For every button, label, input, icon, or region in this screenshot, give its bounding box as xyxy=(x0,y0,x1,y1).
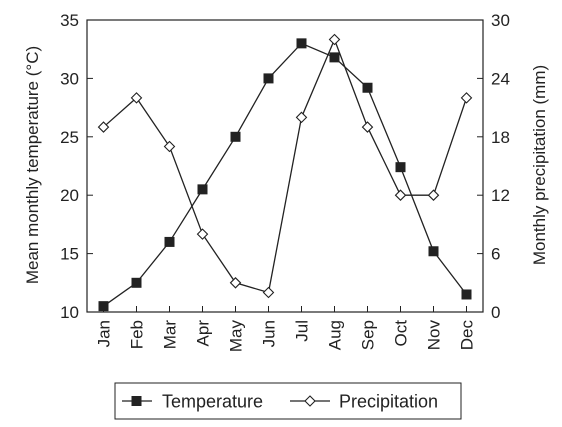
precipitation-point-3 xyxy=(196,228,209,240)
legend-box xyxy=(114,382,462,420)
temperature-point-3 xyxy=(197,184,208,195)
x-tick-label-0: Jan xyxy=(95,320,114,347)
precipitation-point-0 xyxy=(97,121,110,133)
x-tick-label-5: Jun xyxy=(260,320,279,347)
y-left-tick-label-1: 15 xyxy=(60,245,79,264)
y-right-tick-label-1: 6 xyxy=(491,245,500,264)
temperature-point-10 xyxy=(428,246,439,257)
x-tick-label-6: Jul xyxy=(293,320,312,342)
legend-temperature-marker xyxy=(131,396,142,406)
y-left-tick-label-5: 35 xyxy=(60,11,79,30)
temperature-point-4 xyxy=(230,131,241,142)
temperature-point-9 xyxy=(395,162,406,173)
precipitation-point-10 xyxy=(427,189,440,201)
y-right-tick-label-5: 30 xyxy=(491,11,510,30)
x-tick-label-10: Nov xyxy=(425,320,444,351)
legend-temperature-label: Temperature xyxy=(162,392,263,412)
series-line-temperature xyxy=(103,42,468,307)
series-line-precipitation xyxy=(103,37,468,294)
x-tick-label-2: Mar xyxy=(161,320,180,350)
x-tick-label-8: Sep xyxy=(359,320,378,350)
plot-frame xyxy=(86,19,484,313)
x-tick-label-9: Oct xyxy=(392,320,411,347)
y-right-tick-label-4: 24 xyxy=(491,69,510,88)
y-left-tick-label-3: 25 xyxy=(60,128,79,147)
precipitation-point-2 xyxy=(163,140,176,153)
precipitation-point-8 xyxy=(361,121,374,133)
plot-area: 10 15 20 25 30 35 0 6 12 18 24 30 Jan Feb Mar Apr May Jun… xyxy=(60,11,510,352)
legend: Temperature Precipitation xyxy=(114,382,462,420)
temperature-point-8 xyxy=(362,82,373,93)
precipitation-point-1 xyxy=(130,92,143,104)
x-tick-label-3: Apr xyxy=(194,320,213,347)
temperature-point-6 xyxy=(296,38,307,49)
temperature-point-7 xyxy=(329,52,340,63)
precipitation-point-9 xyxy=(394,189,407,201)
x-tick-label-1: Feb xyxy=(128,320,147,349)
y-right-tick-label-0: 0 xyxy=(491,303,500,322)
y-left-tick-label-2: 20 xyxy=(60,186,79,205)
precipitation-point-5 xyxy=(262,286,275,299)
y-left-tick-label-4: 30 xyxy=(60,69,79,88)
temperature-point-1 xyxy=(131,277,142,288)
y-left-tick-label-0: 10 xyxy=(60,303,79,322)
y-right-tick-label-2: 12 xyxy=(491,186,510,205)
temperature-point-11 xyxy=(461,289,472,300)
precipitation-point-4 xyxy=(229,277,242,289)
temperature-point-0 xyxy=(98,301,109,312)
y-axis-title-left: Mean monthly temperature (°C) xyxy=(23,46,42,284)
precipitation-point-6 xyxy=(295,111,308,124)
precipitation-point-11 xyxy=(460,92,473,104)
y-right-tick-label-3: 18 xyxy=(491,128,510,147)
precipitation-point-7 xyxy=(328,33,341,46)
legend-precipitation-label: Precipitation xyxy=(339,392,438,412)
legend-precipitation-marker xyxy=(304,395,316,407)
y-axis-title-right: Monthly precipitation (mm) xyxy=(530,65,549,265)
temperature-point-5 xyxy=(263,73,274,84)
x-tick-label-4: May xyxy=(227,320,246,353)
x-tick-label-7: Aug xyxy=(326,320,345,350)
temperature-point-2 xyxy=(164,236,175,247)
x-tick-label-11: Dec xyxy=(458,320,477,351)
